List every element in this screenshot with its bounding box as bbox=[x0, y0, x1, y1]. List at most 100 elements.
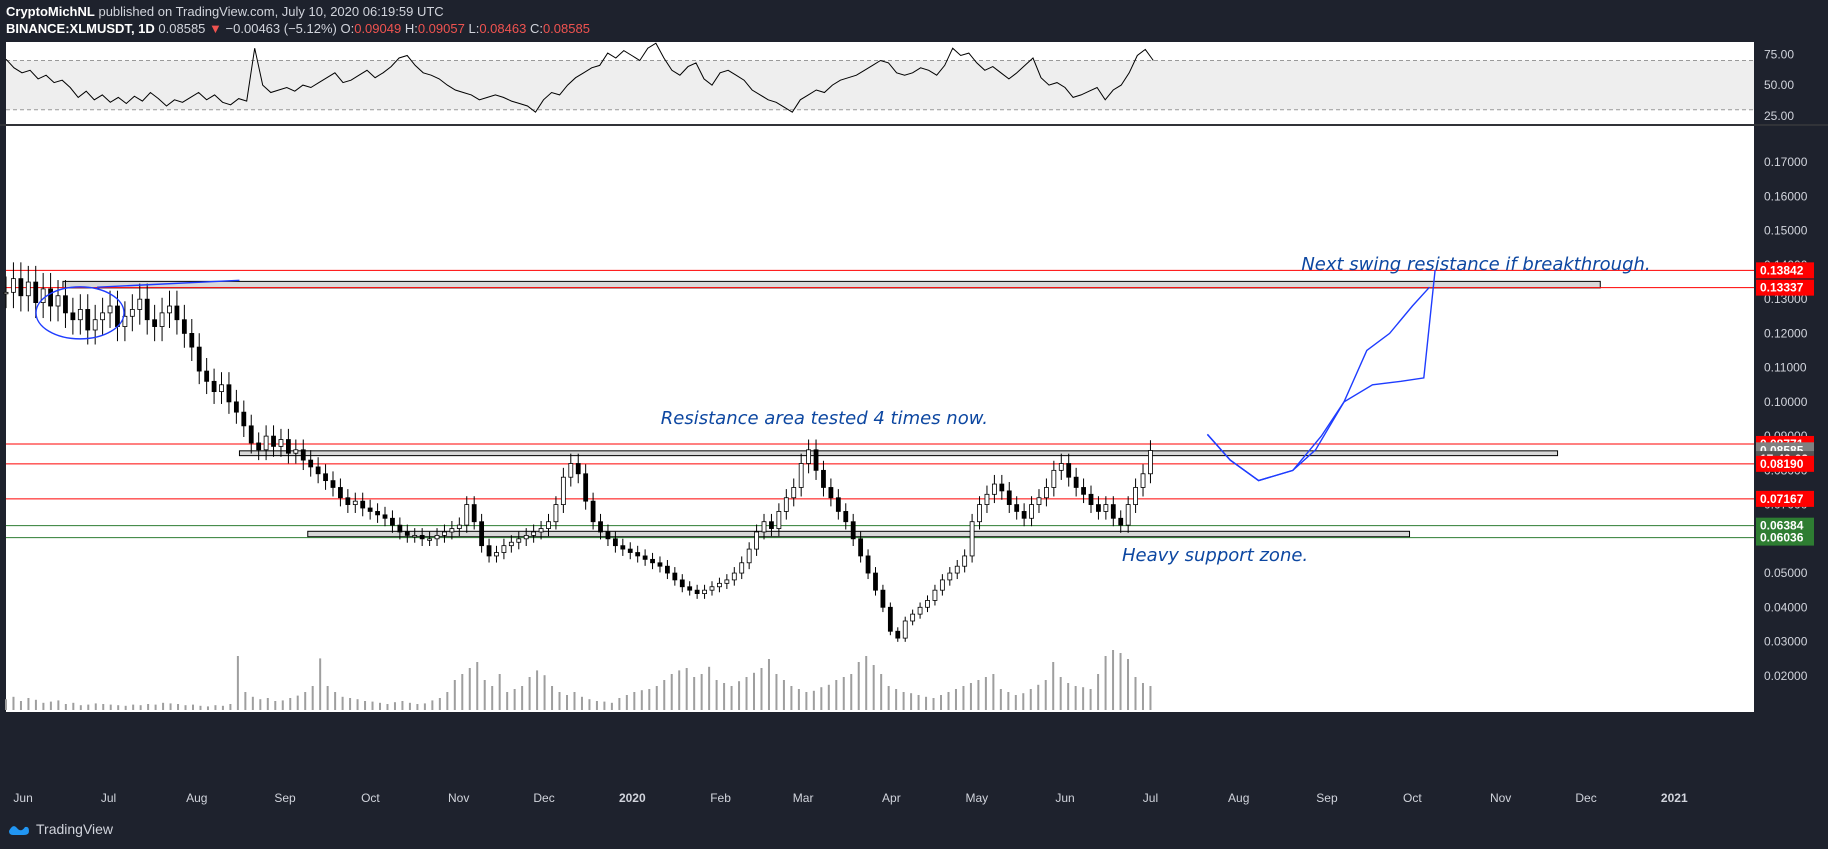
candle-body bbox=[910, 613, 916, 622]
candle-body bbox=[323, 473, 328, 482]
price-tick-label: 0.05000 bbox=[1764, 566, 1808, 580]
candle-body bbox=[709, 586, 715, 591]
volume-bar bbox=[588, 699, 591, 710]
volume-bar bbox=[341, 696, 344, 710]
candle-body bbox=[367, 507, 373, 512]
volume-bar bbox=[865, 656, 868, 710]
candle-body bbox=[1066, 463, 1072, 478]
volume-bar bbox=[753, 672, 756, 710]
candle-body bbox=[939, 579, 945, 591]
candle-body bbox=[962, 555, 968, 567]
candle-body bbox=[382, 514, 388, 519]
candle-body bbox=[330, 480, 336, 488]
volume-bar bbox=[566, 695, 569, 710]
candle-body bbox=[754, 531, 759, 550]
volume-bar bbox=[984, 677, 987, 710]
x-tick-label: Oct bbox=[361, 791, 380, 805]
volume-bar bbox=[670, 674, 673, 710]
price-tick-label: 0.12000 bbox=[1764, 326, 1808, 340]
volume-bar bbox=[274, 701, 277, 710]
candle-body bbox=[635, 552, 641, 557]
candle-body bbox=[954, 565, 960, 574]
volume-bar bbox=[109, 704, 112, 710]
candle-body bbox=[679, 579, 685, 588]
x-tick-label: Jun bbox=[13, 791, 32, 805]
candle-body bbox=[33, 281, 39, 303]
author-name[interactable]: CryptoMichNL bbox=[6, 4, 95, 19]
candle-body bbox=[546, 521, 551, 529]
volume-bar bbox=[72, 702, 75, 710]
highlight-ellipse bbox=[35, 286, 125, 340]
candle-body bbox=[189, 333, 195, 348]
candle-body bbox=[776, 511, 782, 529]
candle-body bbox=[1058, 463, 1064, 471]
tradingview-logo[interactable]: TradingView bbox=[8, 821, 113, 837]
volume-bar bbox=[1014, 695, 1017, 710]
candle-body bbox=[717, 582, 722, 588]
candle-body bbox=[650, 558, 655, 564]
candle-body bbox=[181, 319, 187, 334]
volume-bar bbox=[319, 658, 322, 710]
volume-bar bbox=[446, 692, 449, 710]
volume-bar bbox=[169, 703, 172, 710]
candle-body bbox=[308, 459, 314, 468]
candle-body bbox=[159, 312, 165, 327]
candle-body bbox=[932, 589, 938, 601]
candle-body bbox=[702, 589, 707, 594]
volume-bar bbox=[1149, 686, 1152, 710]
volume-bar bbox=[349, 698, 352, 710]
volume-bar bbox=[513, 689, 516, 710]
candle-body bbox=[25, 281, 31, 297]
volume-bar bbox=[12, 696, 15, 710]
volume-bar bbox=[528, 677, 531, 710]
x-tick-label: Sep bbox=[1316, 791, 1338, 805]
candle-body bbox=[665, 565, 670, 574]
volume-bar bbox=[551, 686, 554, 710]
low-value: 0.08463 bbox=[479, 21, 527, 36]
candle-body bbox=[538, 528, 544, 533]
symbol-label[interactable]: BINANCE:XLMUSDT, 1D bbox=[6, 21, 155, 36]
volume-bar bbox=[192, 704, 195, 710]
volume-bar bbox=[1067, 683, 1070, 710]
volume-bar bbox=[1052, 662, 1055, 710]
x-tick-label: May bbox=[965, 791, 988, 805]
volume-bar bbox=[663, 680, 666, 710]
volume-bar bbox=[139, 705, 142, 710]
level-tag-label: 0.13842 bbox=[1760, 263, 1804, 277]
volume-bar bbox=[1097, 674, 1100, 710]
volume-bar bbox=[910, 693, 913, 710]
candle-body bbox=[471, 504, 477, 523]
candle-body bbox=[338, 487, 343, 499]
volume-bar bbox=[992, 674, 995, 710]
candle-body bbox=[300, 449, 306, 461]
candle-body bbox=[226, 384, 232, 403]
volume-bar bbox=[506, 692, 509, 710]
volume-bar bbox=[536, 670, 539, 710]
candle-body bbox=[11, 278, 16, 293]
volume-bar bbox=[760, 668, 763, 710]
candle-body bbox=[724, 579, 730, 584]
volume-bar bbox=[805, 692, 808, 710]
candle-body bbox=[984, 493, 990, 505]
volume-bar bbox=[812, 690, 815, 710]
annotation-text: Heavy support zone. bbox=[1122, 545, 1308, 566]
volume-bar bbox=[842, 677, 845, 710]
volume-bar bbox=[969, 683, 972, 710]
candle-body bbox=[791, 487, 797, 499]
volume-bar bbox=[655, 686, 658, 710]
candle-body bbox=[1073, 476, 1079, 488]
volume-bar bbox=[1074, 686, 1077, 710]
candle-body bbox=[129, 309, 135, 317]
chart-canvas[interactable]: 75.00 50.00 25.00 Next swing resistance if … bbox=[0, 42, 1828, 810]
volume-bar bbox=[954, 689, 957, 710]
volume-bar bbox=[476, 662, 479, 710]
candle-body bbox=[620, 545, 626, 550]
candle-body bbox=[516, 538, 522, 543]
candle-body bbox=[271, 435, 276, 447]
volume-bar bbox=[917, 695, 920, 710]
volume-bar bbox=[932, 698, 935, 710]
volume-bar bbox=[925, 696, 928, 710]
resistance-zone bbox=[238, 450, 1559, 457]
volume-bar bbox=[820, 687, 823, 710]
candle-body bbox=[917, 606, 923, 615]
